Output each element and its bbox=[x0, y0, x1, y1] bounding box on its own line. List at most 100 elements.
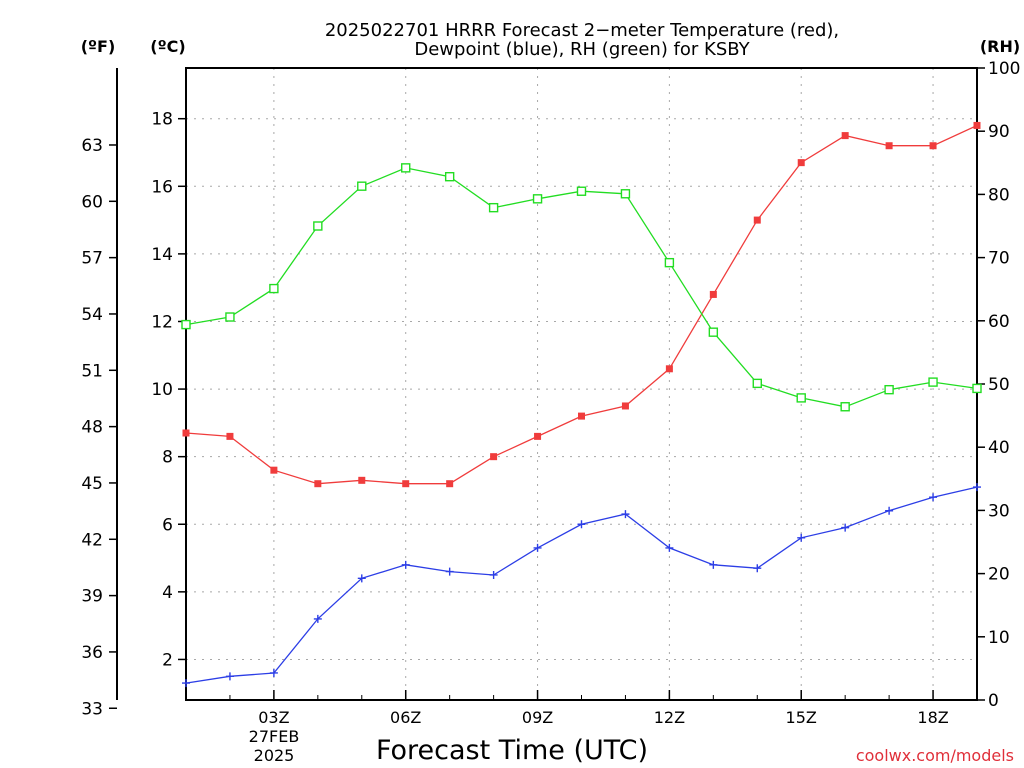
rh-line bbox=[185, 167, 978, 408]
rh-point bbox=[884, 384, 894, 395]
dewpoint-point bbox=[709, 560, 718, 569]
plot-frame bbox=[185, 67, 978, 701]
rh-tick-label: 80 bbox=[988, 185, 1010, 205]
temperature-point bbox=[797, 159, 805, 167]
time-axis: 03Z 06Z 09Z 12Z 15Z 18Z bbox=[185, 690, 978, 727]
rh-point bbox=[664, 257, 675, 268]
fahrenheit-tick-label: 60 bbox=[81, 192, 103, 212]
celsius-tick-label: 10 bbox=[151, 380, 173, 400]
series-layer bbox=[181, 121, 982, 688]
fahrenheit-tick-label: 63 bbox=[81, 136, 103, 156]
rh-point bbox=[444, 172, 455, 182]
dewpoint-point bbox=[577, 520, 586, 529]
temperature-point bbox=[578, 412, 585, 420]
temperature-point bbox=[885, 142, 893, 150]
rh-point bbox=[752, 378, 762, 389]
chart-title-line-2: Dewpoint (blue), RH (green) for KSBY bbox=[414, 39, 750, 60]
fahrenheit-axis: 33 36 39 42 45 48 51 54 57 60 63 bbox=[81, 136, 117, 719]
temperature-point bbox=[314, 480, 322, 488]
dewpoint-point bbox=[753, 564, 762, 573]
temperature-point bbox=[358, 476, 366, 484]
temperature-point bbox=[446, 480, 454, 488]
rh-point bbox=[928, 377, 938, 387]
rh-tick-label: 50 bbox=[988, 375, 1010, 395]
dewpoint-point bbox=[182, 679, 190, 688]
dewpoint-point bbox=[401, 560, 410, 569]
rh-tick-label: 70 bbox=[988, 249, 1010, 269]
rh-tick-label: 40 bbox=[988, 438, 1010, 458]
temperature-point bbox=[226, 432, 234, 440]
temperature-point bbox=[270, 466, 278, 474]
temperature-point bbox=[973, 121, 981, 129]
temperature-point bbox=[929, 142, 937, 150]
time-tick-label: 03Z bbox=[258, 708, 289, 727]
rh-point bbox=[225, 312, 235, 322]
fahrenheit-tick-label: 51 bbox=[81, 361, 103, 381]
celsius-unit-label: (ºC) bbox=[150, 37, 185, 56]
dewpoint-point bbox=[885, 506, 894, 515]
rh-point bbox=[840, 402, 850, 412]
fahrenheit-tick-label: 48 bbox=[81, 418, 103, 438]
rh-point bbox=[576, 186, 587, 196]
dewpoint-line bbox=[185, 486, 978, 684]
dewpoint-series bbox=[182, 483, 981, 688]
rh-point bbox=[313, 221, 323, 231]
fahrenheit-tick-label: 39 bbox=[81, 587, 103, 607]
dewpoint-point bbox=[973, 483, 981, 492]
time-tick-label: 09Z bbox=[522, 708, 553, 727]
dewpoint-point bbox=[313, 614, 322, 623]
rh-axis: 0 10 20 30 40 50 60 70 80 90 100 bbox=[977, 59, 1020, 711]
x-axis-title: Forecast Time (UTC) bbox=[376, 735, 648, 766]
rh-point bbox=[620, 189, 631, 199]
dewpoint-point bbox=[357, 574, 366, 583]
temperature-point bbox=[665, 365, 673, 373]
dewpoint-point bbox=[269, 668, 278, 677]
grid-lines bbox=[186, 68, 977, 700]
dewpoint-point bbox=[533, 543, 542, 552]
time-tick-label: 06Z bbox=[390, 708, 421, 727]
dewpoint-point bbox=[621, 510, 630, 519]
celsius-tick-label: 14 bbox=[151, 245, 173, 265]
temperature-point bbox=[841, 132, 849, 140]
fahrenheit-tick-label: 45 bbox=[81, 474, 103, 494]
temperature-point bbox=[490, 453, 498, 461]
fahrenheit-tick-label: 57 bbox=[81, 249, 103, 269]
fahrenheit-tick-label: 42 bbox=[81, 530, 103, 550]
rh-tick-label: 30 bbox=[988, 501, 1010, 521]
rh-point bbox=[357, 181, 367, 191]
rh-point bbox=[401, 163, 411, 173]
rh-point bbox=[488, 202, 499, 213]
fahrenheit-tick-label: 33 bbox=[81, 699, 103, 719]
rh-point bbox=[708, 327, 719, 337]
rh-tick-label: 90 bbox=[988, 122, 1010, 142]
celsius-tick-label: 2 bbox=[162, 650, 173, 670]
time-tick-label: 15Z bbox=[786, 708, 817, 727]
dewpoint-point bbox=[225, 672, 234, 681]
rh-point bbox=[532, 194, 543, 204]
dewpoint-point bbox=[489, 570, 498, 579]
date-label-year: 2025 bbox=[254, 746, 295, 765]
rh-tick-label: 100 bbox=[988, 59, 1020, 79]
temperature-line bbox=[185, 124, 978, 485]
dewpoint-point bbox=[665, 543, 674, 552]
celsius-tick-label: 16 bbox=[151, 177, 173, 197]
dewpoint-point bbox=[797, 533, 806, 542]
celsius-axis: 2 4 6 8 10 12 14 16 18 bbox=[151, 110, 186, 670]
temperature-point bbox=[534, 432, 542, 440]
fahrenheit-unit-label: (ºF) bbox=[81, 37, 116, 56]
rh-tick-label: 0 bbox=[988, 691, 999, 711]
time-tick-label: 18Z bbox=[917, 708, 948, 727]
temperature-point bbox=[621, 402, 629, 410]
temperature-point bbox=[182, 429, 190, 437]
rh-tick-label: 10 bbox=[988, 628, 1010, 648]
celsius-tick-label: 8 bbox=[162, 448, 173, 468]
rh-point bbox=[269, 283, 279, 294]
temperature-point bbox=[402, 480, 410, 488]
rh-point bbox=[796, 393, 806, 403]
rh-point bbox=[972, 383, 982, 394]
temperature-point bbox=[709, 290, 717, 298]
dewpoint-point bbox=[929, 493, 938, 502]
time-tick-label: 12Z bbox=[654, 708, 685, 727]
celsius-tick-label: 4 bbox=[162, 583, 173, 603]
